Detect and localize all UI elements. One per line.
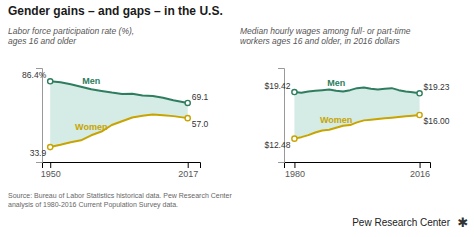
x-tick-label: 2016 (410, 169, 430, 179)
text-line: analysis of 1980-2016 Current Population… (8, 201, 178, 209)
series-names: Men Women (75, 76, 107, 132)
series-line (50, 81, 187, 103)
x-tick: 2017 (178, 162, 198, 179)
x-tick-mark (420, 162, 421, 168)
text-line: ages 16 and older (8, 36, 77, 46)
x-tick-mark (294, 162, 295, 168)
point-marker (185, 100, 190, 105)
x-tick-mark (50, 162, 51, 168)
text-line: Labor force participation rate (%), (8, 26, 134, 36)
data-labels: $19.42 $19.23 $12.48 $16.00 (264, 81, 449, 150)
data-label: 57.0 (192, 119, 209, 129)
text-line: Source: Bureau of Labor Statistics histo… (8, 192, 232, 199)
gap-area (294, 87, 419, 138)
subtitle: Labor force participation rate (%),ages … (8, 26, 134, 46)
point-marker (292, 136, 297, 141)
series-names: Men Women (320, 78, 352, 125)
data-label: $19.23 (424, 82, 450, 92)
text-line: workers ages 16 and older, in 2016 dolla… (240, 36, 400, 46)
point-marker (48, 144, 53, 149)
series-name: Men (82, 76, 100, 86)
x-axis-line (43, 163, 201, 169)
data-label: $12.48 (264, 140, 290, 150)
plot-marks (48, 79, 191, 150)
data-label: 69.1 (192, 92, 209, 102)
x-tick: 1950 (41, 162, 61, 179)
x-tick-label: 1980 (285, 169, 305, 179)
series-name: Women (320, 115, 352, 125)
series-line (294, 87, 419, 93)
logo: ✱ (458, 215, 469, 230)
point-marker (417, 112, 422, 117)
data-label: $16.00 (424, 116, 450, 126)
x-axis-line (285, 163, 431, 169)
series-name: Women (75, 122, 107, 132)
x-tick-label: 2017 (178, 169, 198, 179)
data-labels: 86.4% 69.1 33.9 57.0 (22, 70, 208, 158)
series-name: Men (327, 78, 345, 88)
plot-marks (292, 87, 422, 141)
gap-area (50, 81, 187, 147)
point-marker (48, 79, 53, 84)
point-marker (292, 89, 297, 94)
data-label: $19.42 (264, 81, 290, 91)
x-tick: 1980 (285, 162, 305, 179)
data-label: 33.9 (30, 148, 47, 158)
x-tick: 2016 (410, 162, 430, 179)
branding: Pew Research Center (352, 217, 450, 228)
point-marker (185, 116, 190, 121)
subtitle: Median hourly wages among full- or part-… (240, 26, 411, 46)
source: Source: Bureau of Labor Statistics histo… (8, 192, 232, 209)
title: Gender gains – and gaps – in the U.S. (8, 4, 223, 18)
text-line: Median hourly wages among full- or part-… (240, 26, 411, 36)
x-axis: 1950 2017 (41, 162, 201, 179)
data-label: 86.4% (22, 70, 47, 80)
series-line (50, 114, 187, 147)
chart-root: Gender gains – and gaps – in the U.S. Lab… (0, 0, 474, 237)
x-tick-label: 1950 (41, 169, 61, 179)
series-line (294, 115, 419, 139)
x-tick-mark (188, 162, 189, 168)
x-axis: 1980 2016 (285, 162, 431, 179)
point-marker (417, 91, 422, 96)
